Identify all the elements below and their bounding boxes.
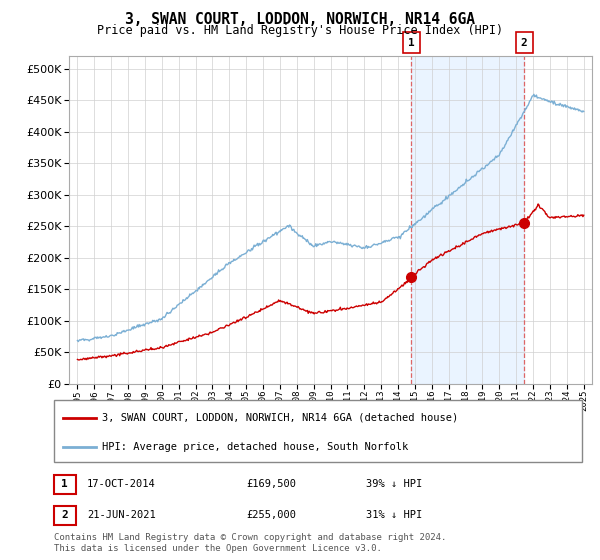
Text: 1: 1 (61, 479, 68, 489)
Text: 3, SWAN COURT, LODDON, NORWICH, NR14 6GA (detached house): 3, SWAN COURT, LODDON, NORWICH, NR14 6GA… (102, 413, 458, 423)
Text: £169,500: £169,500 (246, 479, 296, 489)
Text: Price paid vs. HM Land Registry's House Price Index (HPI): Price paid vs. HM Land Registry's House … (97, 24, 503, 36)
Text: HPI: Average price, detached house, South Norfolk: HPI: Average price, detached house, Sout… (102, 442, 408, 451)
Text: 39% ↓ HPI: 39% ↓ HPI (366, 479, 422, 489)
Text: 3, SWAN COURT, LODDON, NORWICH, NR14 6GA: 3, SWAN COURT, LODDON, NORWICH, NR14 6GA (125, 12, 475, 27)
Text: Contains HM Land Registry data © Crown copyright and database right 2024.
This d: Contains HM Land Registry data © Crown c… (54, 533, 446, 553)
Text: 21-JUN-2021: 21-JUN-2021 (87, 510, 156, 520)
Text: 17-OCT-2014: 17-OCT-2014 (87, 479, 156, 489)
Text: 2: 2 (61, 510, 68, 520)
Text: £255,000: £255,000 (246, 510, 296, 520)
Text: 31% ↓ HPI: 31% ↓ HPI (366, 510, 422, 520)
Text: 1: 1 (408, 38, 415, 48)
Text: 2: 2 (521, 38, 527, 48)
Bar (412, 56, 524, 384)
